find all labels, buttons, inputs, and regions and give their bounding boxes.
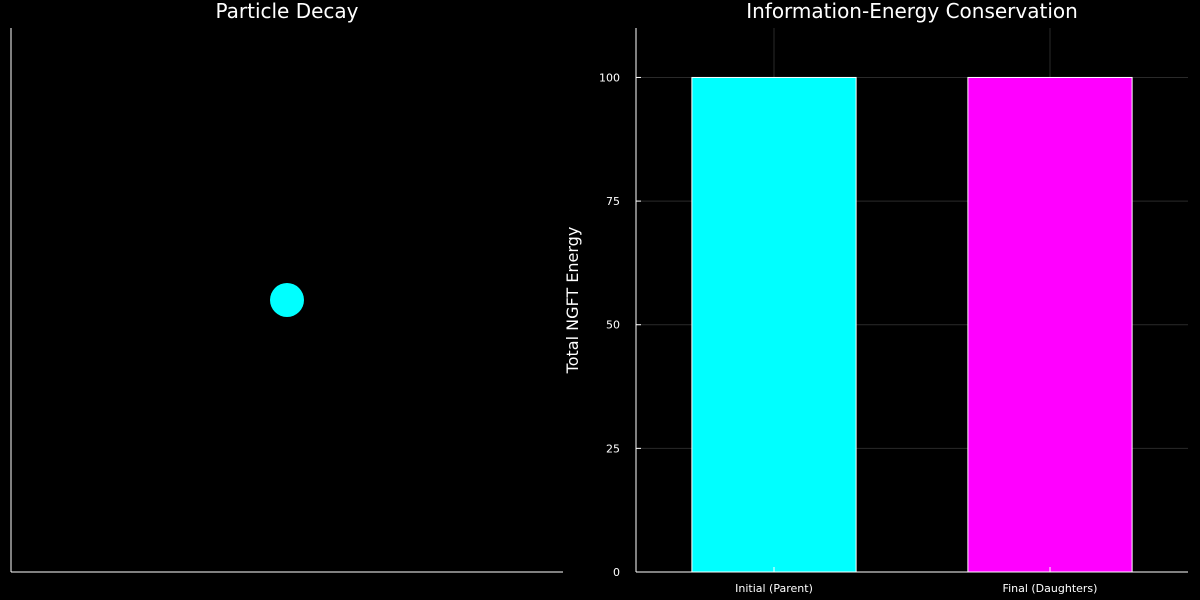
y-tick-label-4: 100 bbox=[599, 71, 620, 84]
energy-conservation-panel: Information-Energy Conservation Total NG… bbox=[563, 0, 1188, 595]
y-ticks: 0 25 50 75 100 bbox=[599, 71, 641, 579]
bar-0 bbox=[691, 76, 857, 573]
x-tick-label-1: Final (Daughters) bbox=[1003, 582, 1098, 595]
particle-points bbox=[270, 283, 304, 317]
y-axis-label: Total NGFT Energy bbox=[563, 227, 582, 375]
y-tick-label-3: 75 bbox=[606, 195, 620, 208]
y-tick-label-1: 25 bbox=[606, 442, 620, 455]
particle-decay-title: Particle Decay bbox=[215, 0, 358, 23]
y-tick-label-2: 50 bbox=[606, 319, 620, 332]
energy-conservation-title: Information-Energy Conservation bbox=[746, 0, 1078, 23]
particle-decay-panel: Particle Decay bbox=[10, 0, 563, 573]
x-ticks: Initial (Parent) Final (Daughters) bbox=[735, 567, 1097, 595]
particle-point-0 bbox=[270, 283, 304, 317]
y-tick-label-0: 0 bbox=[613, 566, 620, 579]
bar-1 bbox=[967, 76, 1133, 573]
x-tick-label-0: Initial (Parent) bbox=[735, 582, 813, 595]
